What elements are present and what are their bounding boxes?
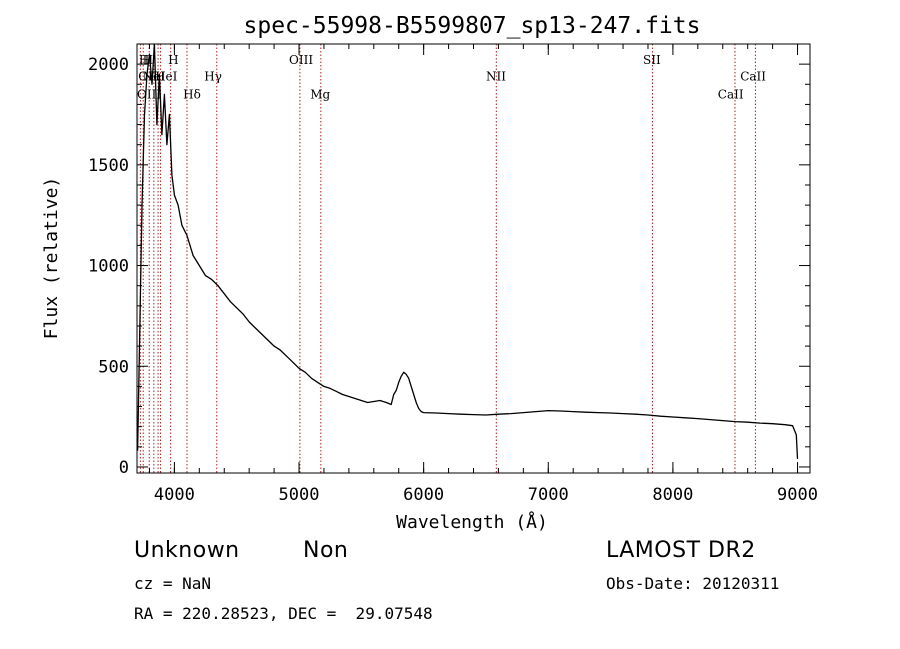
ra-dec-coords: RA = 220.28523, DEC = 29.07548 (134, 604, 433, 623)
line-label: Hγ (204, 69, 222, 83)
redshift-cz: cz = NaN (134, 574, 212, 593)
chart-title: spec-55998-B5599807_sp13-247.fits (244, 13, 701, 39)
x-axis-label: Wavelength (Å) (396, 511, 548, 533)
y-tick-label: 1000 (88, 257, 129, 277)
line-label: HeI (155, 69, 178, 83)
x-tick-label: 7000 (528, 485, 569, 505)
spectrum-chart: spec-55998-B5599807_sp13-247.fits Flux (… (41, 13, 818, 533)
line-label: H (143, 53, 153, 67)
obs-date: Obs-Date: 20120311 (606, 574, 780, 593)
spectrum-series (136, 43, 799, 459)
y-tick-label: 0 (119, 458, 129, 478)
x-tick-label: 4000 (154, 485, 195, 505)
y-tick-label: 1500 (88, 156, 129, 176)
spectrum-line (136, 43, 799, 459)
object-subclass: Non (303, 538, 349, 563)
line-label: Hδ (183, 87, 201, 101)
line-label: H (139, 53, 149, 67)
line-label: NII (486, 69, 506, 83)
line-label: H (168, 53, 178, 67)
survey-name: LAMOST DR2 (606, 538, 756, 563)
object-class: Unknown (134, 538, 240, 563)
y-tick-label: 2000 (88, 55, 129, 75)
x-tick-label: 5000 (279, 485, 320, 505)
x-tick-label: 8000 (652, 485, 693, 505)
y-axis-label: Flux (relative) (41, 177, 62, 340)
line-label: OIII (289, 53, 313, 67)
line-label: Mg (310, 87, 330, 101)
y-tick-label: 500 (98, 357, 129, 377)
x-tick-label: 6000 (403, 485, 444, 505)
line-label: CaII (740, 69, 766, 83)
line-label: CaII (718, 87, 744, 101)
line-label: SII (643, 53, 661, 67)
marker-lines (139, 44, 756, 473)
axes: 4000 5000 6000 7000 8000 9000 0 500 1000 1500 2000 (88, 43, 818, 505)
x-tick-label: 9000 (777, 485, 818, 505)
plot-frame (136, 43, 811, 474)
